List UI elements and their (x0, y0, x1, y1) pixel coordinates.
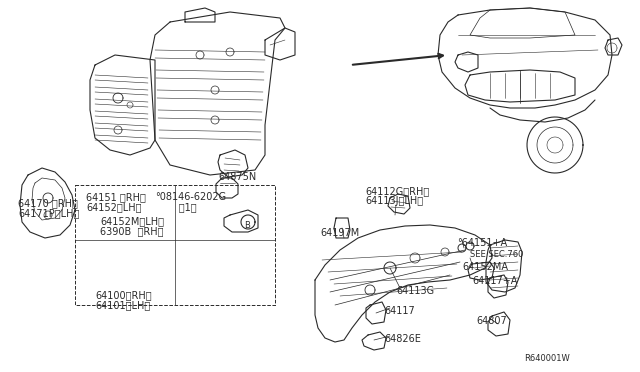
Text: 64113G: 64113G (396, 286, 434, 296)
Text: え1〉: え1〉 (160, 202, 196, 212)
Text: 64117: 64117 (384, 306, 415, 316)
Text: 6390B  〈RH〉: 6390B 〈RH〉 (100, 226, 163, 236)
Text: 64171P〈LH〉: 64171P〈LH〉 (18, 208, 79, 218)
Text: 64152MA: 64152MA (462, 262, 508, 272)
Text: 64112G〈RH〉: 64112G〈RH〉 (365, 186, 429, 196)
Text: SEE SEC.760: SEE SEC.760 (470, 250, 524, 259)
Text: 64152〈LH〉: 64152〈LH〉 (86, 202, 141, 212)
Text: 64113J〈LH〉: 64113J〈LH〉 (365, 196, 423, 206)
Text: 64152M〈LH〉: 64152M〈LH〉 (100, 216, 164, 226)
Text: °64151+A: °64151+A (457, 238, 507, 248)
Text: °08146-6202G: °08146-6202G (155, 192, 226, 202)
Bar (75, 185, 275, 305)
Text: 64101〈LH〉: 64101〈LH〉 (95, 300, 150, 310)
Text: 64197M: 64197M (320, 228, 359, 238)
Text: 64100〈RH〉: 64100〈RH〉 (95, 290, 152, 300)
Text: 64826E: 64826E (384, 334, 421, 344)
Text: 64151 〈RH〉: 64151 〈RH〉 (86, 192, 146, 202)
Text: R640001W: R640001W (524, 354, 570, 363)
Text: B: B (244, 221, 250, 230)
Text: 64170 〈RH〉: 64170 〈RH〉 (18, 198, 78, 208)
Text: 64807: 64807 (476, 316, 507, 326)
Text: 64875N: 64875N (218, 172, 256, 182)
Text: 64117+A: 64117+A (472, 276, 517, 286)
